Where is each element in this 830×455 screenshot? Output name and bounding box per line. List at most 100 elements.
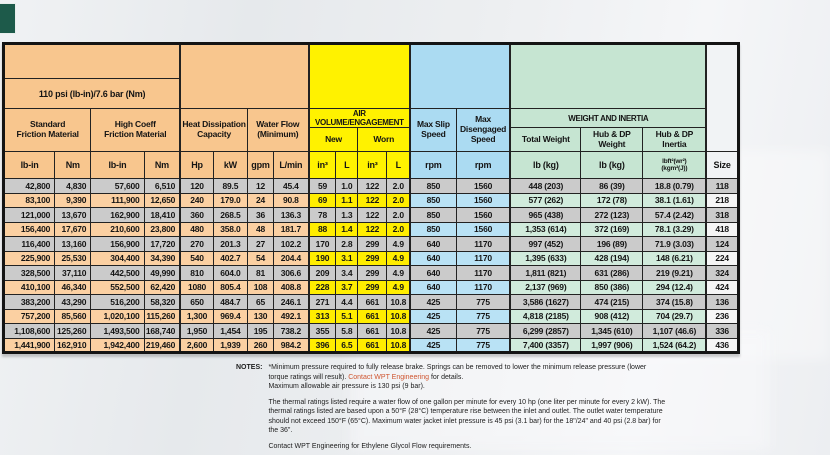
table-cell: 1,811 (821) (509, 265, 582, 281)
note-1-contact-highlight: Contact WPT Engineering (348, 373, 430, 381)
table-cell: 604.0 (212, 265, 248, 281)
table-cell: 908 (412) (580, 308, 644, 324)
table-cell: 5.1 (335, 308, 359, 324)
table-cell: 294 (12.4) (642, 279, 707, 295)
table-cell: 1.0 (335, 178, 359, 194)
table-cell: 218 (705, 192, 740, 208)
table-cell: 552,500 (90, 279, 145, 295)
table-cell: 62,420 (143, 279, 181, 295)
table-cell: 640 (409, 236, 457, 252)
table-cell: 25,530 (54, 250, 92, 266)
table-cell: 172 (78) (580, 192, 644, 208)
table-row: 328,500 37,110 442,500 49,990 810 604.0 81 306.… (2, 265, 740, 281)
total-weight-header: Total Weight (509, 127, 582, 152)
table-cell: 58,320 (143, 294, 181, 310)
table-cell: 228 (307, 279, 337, 295)
table-cell: 1170 (455, 236, 511, 252)
table-cell: 136.3 (273, 207, 310, 223)
table-cell: 13,160 (54, 236, 92, 252)
table-cell: 1560 (455, 178, 511, 194)
table-cell: 4.9 (386, 265, 411, 281)
table-cell: 210,600 (90, 221, 145, 237)
table-cell: 271 (307, 294, 337, 310)
table-row: 116,400 13,160 156,900 17,720 270 201.3 27 102.… (2, 236, 740, 252)
note-1-text: *Minimum pressure required to fully rele… (268, 364, 647, 381)
table-cell: 1,939 (212, 337, 248, 353)
table-row: 410,100 46,340 552,500 62,420 1080 805.4 108 40… (2, 279, 740, 295)
table-cell: 775 (455, 337, 511, 353)
table-cell: 111,900 (90, 192, 145, 208)
unit-header: in³ (357, 151, 388, 179)
size-blank-header (705, 43, 740, 152)
max-slip-speed-header: Max Slip Speed (409, 108, 457, 152)
speed-blank-header (409, 43, 511, 109)
table-cell: 299 (357, 250, 388, 266)
table-cell: 1080 (179, 279, 214, 295)
table-cell: 162,910 (54, 337, 92, 353)
table-cell: 640 (409, 265, 457, 281)
table-cell: 88 (307, 221, 337, 237)
table-cell: 2.8 (335, 236, 359, 252)
unit-header: rpm (409, 151, 457, 179)
table-cell: 108 (246, 279, 275, 295)
table-cell: 124 (705, 236, 740, 252)
unit-header: Size (705, 151, 740, 179)
notes-section: NOTES: *Minimum pressure required to ful… (236, 363, 666, 455)
table-cell: 49,990 (143, 265, 181, 281)
table-row: 383,200 43,290 516,200 58,320 650 484.7 65 246.… (2, 294, 740, 310)
table-cell: 328,500 (2, 265, 56, 281)
note-1-text-end: for details. Maximum allowable air press… (268, 373, 464, 391)
table-cell: 2.0 (386, 178, 411, 194)
table-cell: 516,200 (90, 294, 145, 310)
table-cell: 4.9 (386, 236, 411, 252)
table-cell: 775 (455, 294, 511, 310)
table-cell: 260 (246, 337, 275, 353)
table-cell: 23,800 (143, 221, 181, 237)
table-row: 156,400 17,670 210,600 23,800 480 358.0 48 181.… (2, 221, 740, 237)
table-cell: 162,900 (90, 207, 145, 223)
table-cell: 236 (705, 308, 740, 324)
table-cell: 24 (246, 192, 275, 208)
unit-header: Nm (54, 151, 92, 179)
table-cell: 42,800 (2, 178, 56, 194)
table-cell: 1,300 (179, 308, 214, 324)
table-cell: 540 (179, 250, 214, 266)
table-row: 225,900 25,530 304,400 34,390 540 402.7 54 204.… (2, 250, 740, 266)
table-cell: 36 (246, 207, 275, 223)
table-cell: 805.4 (212, 279, 248, 295)
table-cell: 408.8 (273, 279, 310, 295)
table-cell: 424 (705, 279, 740, 295)
table-cell: 195 (246, 323, 275, 339)
table-cell: 6.5 (335, 337, 359, 353)
table-cell: 425 (409, 323, 457, 339)
table-cell: 2,137 (969) (509, 279, 582, 295)
table-cell: 640 (409, 279, 457, 295)
table-cell: 492.1 (273, 308, 310, 324)
table-cell: 38.1 (1.61) (642, 192, 707, 208)
note-paragraph-1: *Minimum pressure required to fully rele… (268, 363, 666, 392)
table-cell: 12,650 (143, 192, 181, 208)
table-cell: 225,900 (2, 250, 56, 266)
table-cell: 1.4 (335, 221, 359, 237)
weight-blank-header (509, 43, 707, 109)
table-cell: 436 (705, 337, 740, 353)
unit-header: L/min (273, 151, 310, 179)
table-cell: 115,260 (143, 308, 181, 324)
table-cell: 1560 (455, 192, 511, 208)
table-cell: 374 (15.8) (642, 294, 707, 310)
unit-header: lbft²(wr²) (kgm²(J)) (642, 151, 707, 179)
table-cell: 3.1 (335, 250, 359, 266)
table-cell: 120 (179, 178, 214, 194)
table-cell: 85,560 (54, 308, 92, 324)
table-cell: 299 (357, 265, 388, 281)
table-cell: 118 (705, 178, 740, 194)
table-cell: 661 (357, 323, 388, 339)
table-cell: 71.9 (3.03) (642, 236, 707, 252)
table-cell: 18,410 (143, 207, 181, 223)
table-cell: 10.8 (386, 337, 411, 353)
table-cell: 410,100 (2, 279, 56, 295)
table-row: 83,100 9,390 111,900 12,650 240 179.0 24 90.8 69… (2, 192, 740, 208)
table-cell: 130 (246, 308, 275, 324)
table-cell: 12 (246, 178, 275, 194)
table-cell: 6,510 (143, 178, 181, 194)
